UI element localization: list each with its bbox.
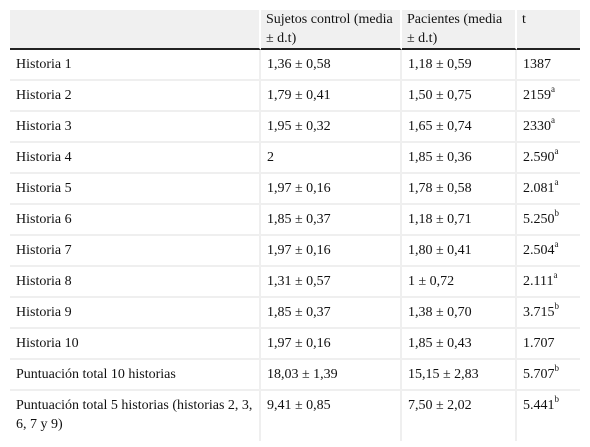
t-value: 2.111 (523, 274, 554, 289)
patients-value-cell: 1,18 ± 0,71 (402, 205, 517, 236)
patients-value-cell: 1,80 ± 0,41 (402, 236, 517, 267)
table-header: Sujetos control (media ± d.t) Pacientes … (10, 10, 580, 50)
table-row: Historia 9 1,85 ± 0,37 1,38 ± 0,70 3.715b (10, 298, 580, 329)
patients-value-cell: 1,85 ± 0,43 (402, 329, 517, 360)
t-value-cell: 5.707b (517, 360, 580, 391)
control-value-cell: 1,97 ± 0,16 (261, 236, 402, 267)
header-row: Sujetos control (media ± d.t) Pacientes … (10, 10, 580, 50)
patients-value-cell: 15,15 ± 2,83 (402, 360, 517, 391)
patients-value-cell: 1,38 ± 0,70 (402, 298, 517, 329)
table-row: Historia 2 1,79 ± 0,41 1,50 ± 0,75 2159a (10, 81, 580, 112)
footnote-marker: a (554, 239, 559, 250)
row-label-cell: Historia 2 (10, 81, 261, 112)
footnote-marker: b (554, 363, 560, 374)
t-value-cell: 2.504a (517, 236, 580, 267)
row-label-cell: Historia 5 (10, 174, 261, 205)
t-value-cell: 1387 (517, 50, 580, 81)
t-value-cell: 1.707 (517, 329, 580, 360)
results-table: Sujetos control (media ± d.t) Pacientes … (10, 10, 580, 441)
patients-value-cell: 1,85 ± 0,36 (402, 143, 517, 174)
t-value: 2159 (523, 88, 551, 103)
row-label-cell: Historia 10 (10, 329, 261, 360)
row-label-cell: Historia 1 (10, 50, 261, 81)
header-t-column: t (517, 10, 580, 50)
header-patients-column: Pacientes (media ± d.t) (402, 10, 517, 50)
patients-value-cell: 1,65 ± 0,74 (402, 112, 517, 143)
control-value-cell: 9,41 ± 0,85 (261, 391, 402, 441)
header-control-column: Sujetos control (media ± d.t) (261, 10, 402, 50)
row-label-cell: Historia 4 (10, 143, 261, 174)
control-value-cell: 1,97 ± 0,16 (261, 329, 402, 360)
table-row: Historia 10 1,97 ± 0,16 1,85 ± 0,43 1.707 (10, 329, 580, 360)
row-label-cell: Historia 6 (10, 205, 261, 236)
t-value-cell: 2330a (517, 112, 580, 143)
patients-value-cell: 7,50 ± 2,02 (402, 391, 517, 441)
t-value-cell: 2.111a (517, 267, 580, 298)
row-label-cell: Historia 3 (10, 112, 261, 143)
footnote-marker: a (554, 177, 559, 188)
t-value-cell: 2159a (517, 81, 580, 112)
footnote-marker: a (551, 115, 555, 126)
table-row: Historia 4 2 1,85 ± 0,36 2.590a (10, 143, 580, 174)
row-label-cell: Puntuación total 10 historias (10, 360, 261, 391)
patients-value-cell: 1,78 ± 0,58 (402, 174, 517, 205)
t-value: 2.590 (523, 150, 555, 165)
header-label-column (10, 10, 261, 50)
patients-value-cell: 1 ± 0,72 (402, 267, 517, 298)
t-value: 5.441 (523, 398, 555, 413)
t-value: 2330 (523, 119, 551, 134)
row-label-cell: Historia 7 (10, 236, 261, 267)
footnote-marker: b (554, 301, 560, 312)
footnote-marker: b (554, 394, 560, 405)
footnote-marker: a (553, 270, 558, 281)
t-value: 1.707 (523, 336, 555, 351)
control-value-cell: 1,85 ± 0,37 (261, 205, 402, 236)
footnote-marker: a (551, 84, 555, 95)
control-value-cell: 1,31 ± 0,57 (261, 267, 402, 298)
control-value-cell: 1,85 ± 0,37 (261, 298, 402, 329)
footnote-marker: a (554, 146, 559, 157)
patients-value-cell: 1,18 ± 0,59 (402, 50, 517, 81)
table-row: Historia 6 1,85 ± 0,37 1,18 ± 0,71 5.250b (10, 205, 580, 236)
table-row: Puntuación total 10 historias 18,03 ± 1,3… (10, 360, 580, 391)
control-value-cell: 18,03 ± 1,39 (261, 360, 402, 391)
control-value-cell: 1,97 ± 0,16 (261, 174, 402, 205)
t-value-cell: 2.590a (517, 143, 580, 174)
t-value-cell: 5.250b (517, 205, 580, 236)
t-value: 5.250 (523, 212, 555, 227)
t-value: 5.707 (523, 367, 555, 382)
patients-value-cell: 1,50 ± 0,75 (402, 81, 517, 112)
control-value-cell: 1,79 ± 0,41 (261, 81, 402, 112)
table-row: Historia 5 1,97 ± 0,16 1,78 ± 0,58 2.081a (10, 174, 580, 205)
row-label-cell: Historia 8 (10, 267, 261, 298)
t-value-cell: 5.441b (517, 391, 580, 441)
t-value-cell: 3.715b (517, 298, 580, 329)
row-label-cell: Historia 9 (10, 298, 261, 329)
control-value-cell: 2 (261, 143, 402, 174)
table-row: Puntuación total 5 historias (historias … (10, 391, 580, 441)
table-row: Historia 1 1,36 ± 0,58 1,18 ± 0,59 1387 (10, 50, 580, 81)
table-body: Historia 1 1,36 ± 0,58 1,18 ± 0,59 1387 Hist… (10, 50, 580, 441)
table-row: Historia 8 1,31 ± 0,57 1 ± 0,72 2.111a (10, 267, 580, 298)
t-value-cell: 2.081a (517, 174, 580, 205)
table-row: Historia 3 1,95 ± 0,32 1,65 ± 0,74 2330a (10, 112, 580, 143)
row-label-cell: Puntuación total 5 historias (historias … (10, 391, 261, 441)
t-value: 1387 (523, 57, 551, 72)
t-value: 3.715 (523, 305, 555, 320)
footnote-marker: b (554, 208, 560, 219)
t-value: 2.504 (523, 243, 555, 258)
t-value: 2.081 (523, 181, 555, 196)
control-value-cell: 1,36 ± 0,58 (261, 50, 402, 81)
table-row: Historia 7 1,97 ± 0,16 1,80 ± 0,41 2.504a (10, 236, 580, 267)
control-value-cell: 1,95 ± 0,32 (261, 112, 402, 143)
